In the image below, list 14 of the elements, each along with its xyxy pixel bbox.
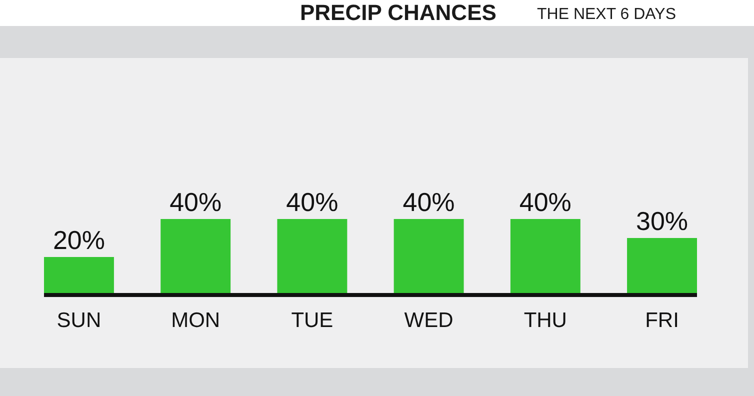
- chart-subtitle: THE NEXT 6 DAYS: [537, 6, 676, 23]
- data-label: 30%: [636, 206, 688, 236]
- x-tick-label: TUE: [291, 309, 334, 332]
- x-tick-label: WED: [404, 309, 454, 332]
- x-tick-label: FRI: [645, 309, 679, 332]
- data-label: 40%: [170, 187, 222, 217]
- data-label: 20%: [52, 225, 106, 255]
- data-label: 40%: [402, 187, 455, 217]
- x-tick-label: SUN: [56, 309, 102, 332]
- x-tick-label: MON: [171, 309, 220, 332]
- data-label: 40%: [286, 187, 338, 217]
- x-tick-label: THU: [524, 309, 567, 332]
- data-label: 40%: [519, 187, 572, 217]
- chart-title: PRECIP CHANCES: [300, 0, 496, 25]
